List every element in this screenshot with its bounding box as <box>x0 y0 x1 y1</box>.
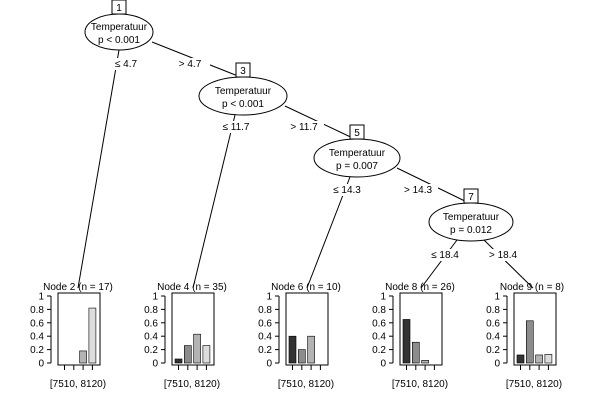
edge-label-7-9: > 18.4 <box>489 250 518 261</box>
p-value: p < 0.001 <box>98 35 140 46</box>
terminal-node-4: Node 4 (n = 35) 0 0.2 0.4 0.6 0.8 1 [7510, 8120… <box>144 282 227 390</box>
bar <box>80 351 87 363</box>
y-tick-label: 0.6 <box>258 318 272 329</box>
inner-nodes: 1 Temperatuur p < 0.001 3 Temperatuur p < 0.0… <box>85 0 513 241</box>
x-category-label: [7510, 8120) <box>278 379 334 390</box>
terminal-node-title: Node 6 (n = 10) <box>271 282 341 293</box>
bar <box>289 336 296 363</box>
edge-3-4 <box>193 115 235 288</box>
bar <box>203 346 210 363</box>
y-tick-label: 0.8 <box>30 305 44 316</box>
bar <box>89 308 96 363</box>
node-id: 1 <box>116 3 122 14</box>
y-tick-label: 0 <box>494 359 500 370</box>
edge-label-5-6: ≤ 14.3 <box>333 185 361 196</box>
y-tick-label: 0 <box>266 359 272 370</box>
y-tick-label: 0.6 <box>144 318 158 329</box>
edge-7-8 <box>421 240 457 288</box>
bar <box>536 355 543 363</box>
y-tick-label: 0.2 <box>372 345 386 356</box>
inner-node-3: 3 Temperatuur p < 0.001 <box>199 63 287 115</box>
y-tick-label: 0.4 <box>372 332 386 343</box>
edge-label-3-5: > 11.7 <box>290 122 318 133</box>
terminal-node-title: Node 9 (n = 8) <box>500 282 564 293</box>
p-value: p = 0.012 <box>450 225 492 236</box>
y-tick-label: 0.4 <box>486 332 500 343</box>
y-tick-label: 0.6 <box>372 318 386 329</box>
bar <box>298 350 305 363</box>
bar <box>194 334 201 363</box>
bar <box>412 342 419 363</box>
x-category-label: [7510, 8120) <box>392 379 448 390</box>
y-tick-label: 0.2 <box>486 345 500 356</box>
y-tick-label: 0.8 <box>372 305 386 316</box>
y-tick-label: 1 <box>266 292 272 303</box>
p-value: p = 0.007 <box>336 161 378 172</box>
terminal-node-8: Node 8 (n = 26) 0 0.2 0.4 0.6 0.8 1 [7510, 8120… <box>372 282 455 390</box>
bar <box>175 359 182 363</box>
y-tick-label: 0.6 <box>30 318 44 329</box>
inner-node-1: 1 Temperatuur p < 0.001 <box>85 0 153 50</box>
y-tick-label: 1 <box>380 292 386 303</box>
y-tick-label: 0 <box>380 359 386 370</box>
edge-label-5-7: > 14.3 <box>404 185 433 196</box>
y-tick-label: 0.2 <box>258 345 272 356</box>
edge-7-9 <box>484 240 533 288</box>
y-tick-label: 0.6 <box>486 318 500 329</box>
bar <box>545 354 552 363</box>
terminal-node-title: Node 2 (n = 17) <box>43 282 113 293</box>
y-tick-label: 1 <box>152 292 158 303</box>
terminal-node-9: Node 9 (n = 8) 0 0.2 0.4 0.6 0.8 1 [7510, 8120) <box>486 282 564 390</box>
split-variable: Temperatuur <box>215 86 272 97</box>
inner-node-5: 5 Temperatuur p = 0.007 <box>314 125 400 177</box>
y-tick-label: 0 <box>38 359 44 370</box>
bar <box>422 360 429 363</box>
y-tick-label: 0.2 <box>144 345 158 356</box>
terminal-node-title: Node 8 (n = 26) <box>385 282 455 293</box>
edge-label-1-3: > 4.7 <box>179 59 202 70</box>
edge-1-2 <box>78 50 119 288</box>
y-tick-label: 0.2 <box>30 345 44 356</box>
y-tick-label: 1 <box>38 292 44 303</box>
inner-node-7: 7 Temperatuur p = 0.012 <box>429 189 513 241</box>
y-tick-label: 0.4 <box>258 332 272 343</box>
y-tick-label: 0.8 <box>486 305 500 316</box>
bar <box>526 321 533 363</box>
y-tick-label: 1 <box>494 292 500 303</box>
edge-label-1-2: ≤ 4.7 <box>115 59 138 70</box>
node-id: 3 <box>240 66 246 77</box>
y-tick-label: 0.8 <box>258 305 272 316</box>
bar <box>403 319 410 363</box>
y-tick-label: 0.4 <box>30 332 44 343</box>
bar <box>308 336 315 363</box>
x-category-label: [7510, 8120) <box>164 379 220 390</box>
terminal-node-2: Node 2 (n = 17) 0 0.2 0.4 0.6 0.8 1 [7510, 8120… <box>30 282 113 390</box>
split-variable: Temperatuur <box>91 22 148 33</box>
bar <box>517 355 524 363</box>
y-tick-label: 0.8 <box>144 305 158 316</box>
node-id: 7 <box>468 192 474 203</box>
node-id: 5 <box>354 128 360 139</box>
y-tick-label: 0.4 <box>144 332 158 343</box>
x-category-label: [7510, 8120) <box>50 379 106 390</box>
edge-label-3-4: ≤ 11.7 <box>223 122 250 133</box>
terminal-nodes: Node 2 (n = 17) 0 0.2 0.4 0.6 0.8 1 [7510, 8120… <box>30 282 564 390</box>
split-variable: Temperatuur <box>443 212 500 223</box>
bar <box>184 346 191 363</box>
y-tick-label: 0 <box>152 359 158 370</box>
tree-edges: ≤ 4.7 > 4.7 ≤ 11.7 > 11.7 ≤ 14.3 > 14.3 ≤ 18.4… <box>78 42 533 288</box>
x-category-label: [7510, 8120) <box>506 379 562 390</box>
terminal-node-6: Node 6 (n = 10) 0 0.2 0.4 0.6 0.8 1 [7510, 8120… <box>258 282 341 390</box>
split-variable: Temperatuur <box>329 148 386 159</box>
p-value: p < 0.001 <box>222 99 264 110</box>
edge-label-7-8: ≤ 18.4 <box>431 250 459 261</box>
terminal-node-title: Node 4 (n = 35) <box>157 282 227 293</box>
